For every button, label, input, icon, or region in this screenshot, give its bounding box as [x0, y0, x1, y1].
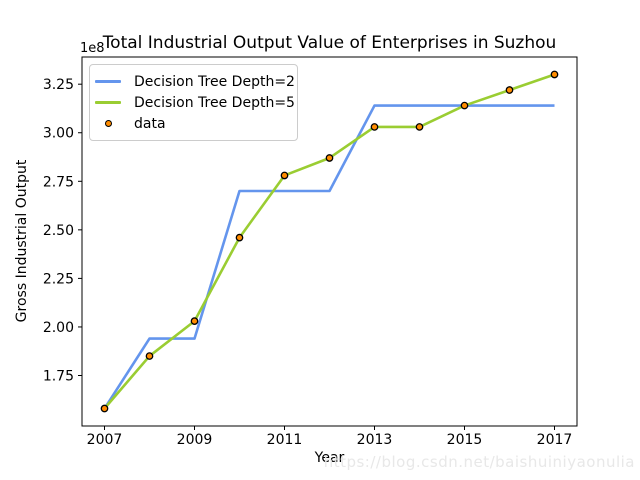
y-tick-label: 2.75	[43, 174, 74, 190]
x-tick-label: 2013	[357, 432, 393, 448]
x-tick-label: 2017	[537, 432, 573, 448]
data-point	[235, 233, 244, 242]
legend: Decision Tree Depth=2 Decision Tree Dept…	[89, 64, 298, 141]
data-point	[460, 101, 469, 110]
depth2-legend-line-icon	[95, 80, 121, 83]
axes-frame	[81, 56, 578, 427]
legend-row-depth2: Decision Tree Depth=2	[95, 71, 295, 92]
legend-row-data: data	[95, 113, 289, 134]
y-tick-label: 2.00	[43, 320, 74, 336]
data-point	[190, 317, 199, 325]
depth2-prediction-line	[103, 104, 555, 410]
y-axis-label: Gross Industrial Output	[14, 159, 30, 323]
data-point	[370, 123, 379, 131]
data-point	[415, 123, 424, 131]
y-tick-label: 3.00	[43, 126, 74, 142]
data-point	[505, 86, 514, 94]
y-tick-label: 2.50	[43, 223, 74, 239]
x-tick-label: 2009	[177, 432, 213, 448]
depth5-legend-line-icon	[95, 101, 121, 104]
data-legend-marker-icon	[104, 120, 112, 127]
chart-title: Total Industrial Output Value of Enterpr…	[102, 33, 557, 53]
legend-label-data: data	[134, 115, 166, 132]
data-point	[325, 154, 334, 162]
data-point	[550, 70, 559, 79]
legend-label-depth5: Decision Tree Depth=5	[134, 94, 295, 111]
data-point	[280, 171, 289, 180]
watermark: https://blog.csdn.net/baishuiniyaonulia	[323, 453, 635, 471]
y-tick-label: 2.25	[43, 271, 74, 287]
x-tick-label: 2015	[447, 432, 483, 448]
y-tick-label: 1.75	[43, 369, 74, 385]
legend-label-depth2: Decision Tree Depth=2	[134, 73, 295, 90]
y-axis-offset-text: 1e8	[80, 41, 105, 56]
x-axis-label: Year	[314, 450, 345, 466]
data-point	[100, 404, 109, 413]
y-tick-label: 3.25	[43, 77, 74, 93]
x-tick-label: 2007	[87, 432, 123, 448]
x-tick-label: 2011	[267, 432, 303, 448]
data-point	[145, 352, 154, 360]
legend-row-depth5: Decision Tree Depth=5	[95, 92, 295, 113]
